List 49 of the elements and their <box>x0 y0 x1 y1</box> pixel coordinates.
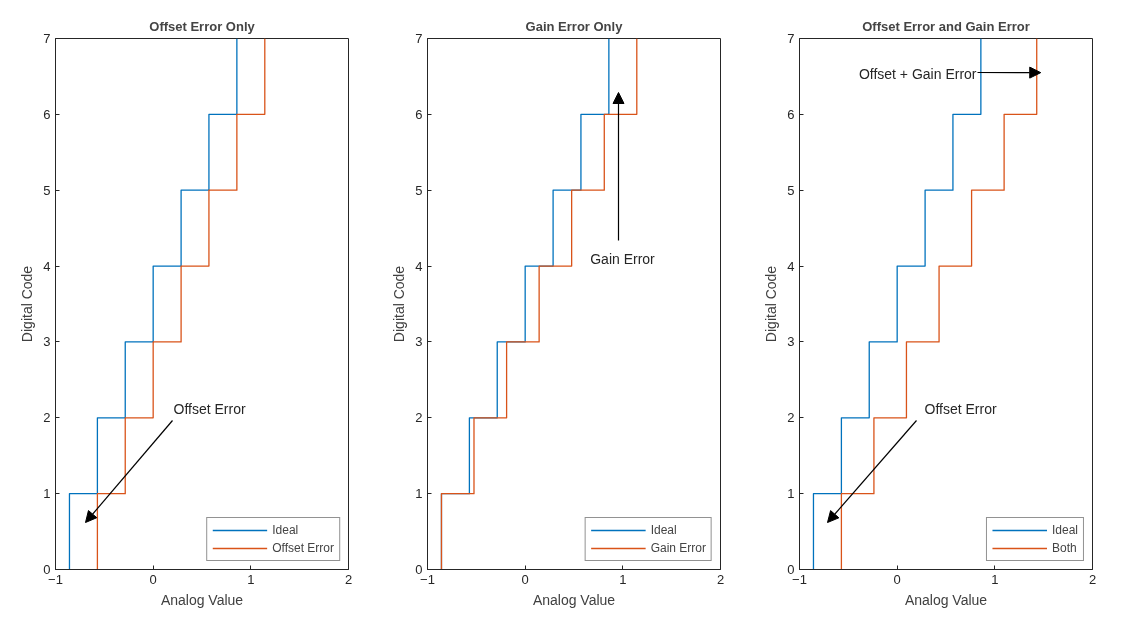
y-tick-label: 5 <box>43 182 51 198</box>
y-tick-label: 2 <box>787 410 795 426</box>
x-tick-label: 0 <box>521 571 529 587</box>
y-tick-label: 7 <box>415 31 423 46</box>
x-axis-title: Analog Value <box>532 591 616 608</box>
y-tick-label: 6 <box>415 106 423 122</box>
y-tick-label: 1 <box>43 486 51 502</box>
y-axis-title: Digital Code <box>391 265 408 343</box>
x-axis-title: Analog Value <box>904 591 988 608</box>
y-tick-label: 3 <box>43 334 51 350</box>
y-tick-label: 3 <box>415 334 423 350</box>
chart-title: Offset Error Only <box>149 18 256 34</box>
y-axis-title: Digital Code <box>19 265 36 343</box>
annotation: Offset + Gain Error <box>858 65 977 82</box>
x-tick-label: 1 <box>991 571 999 587</box>
annotation: Offset Error <box>173 400 246 417</box>
annotation: Gain Error <box>590 250 656 267</box>
legend-label: Ideal <box>1051 523 1078 537</box>
y-tick-label: 5 <box>415 182 423 198</box>
x-tick-label: 0 <box>893 571 901 587</box>
y-tick-label: 7 <box>787 31 795 46</box>
x-tick-label: 0 <box>149 571 157 587</box>
chart-title: Gain Error Only <box>525 18 624 34</box>
y-tick-label: 4 <box>787 258 795 274</box>
legend-label: Offset Error <box>272 541 334 555</box>
y-axis-title: Digital Code <box>763 265 780 343</box>
x-tick-label: 2 <box>344 571 353 587</box>
x-tick-label: 1 <box>247 571 255 587</box>
legend-label: Gain Error <box>650 541 706 555</box>
legend-label: Both <box>1051 541 1077 555</box>
y-tick-label: 2 <box>43 410 51 426</box>
x-tick-label: 2 <box>716 571 725 587</box>
legend-label: Ideal <box>272 523 299 537</box>
y-tick-label: 7 <box>43 31 51 46</box>
y-tick-label: 1 <box>787 486 795 502</box>
y-tick-label: 6 <box>43 106 51 122</box>
y-tick-label: 3 <box>787 334 795 350</box>
x-axis-title: Analog Value <box>160 591 244 608</box>
y-tick-label: 4 <box>415 258 423 274</box>
annotation: Offset Error <box>924 400 997 417</box>
y-tick-label: 4 <box>43 258 51 274</box>
y-tick-label: 2 <box>415 410 423 426</box>
x-tick-label: 1 <box>619 571 627 587</box>
legend-label: Ideal <box>650 523 677 537</box>
y-tick-label: 6 <box>787 106 795 122</box>
chart-title: Offset Error and Gain Error <box>862 18 1030 34</box>
y-tick-label: 5 <box>787 182 795 198</box>
x-tick-label: 2 <box>1088 571 1097 587</box>
y-tick-label: 1 <box>415 486 423 502</box>
